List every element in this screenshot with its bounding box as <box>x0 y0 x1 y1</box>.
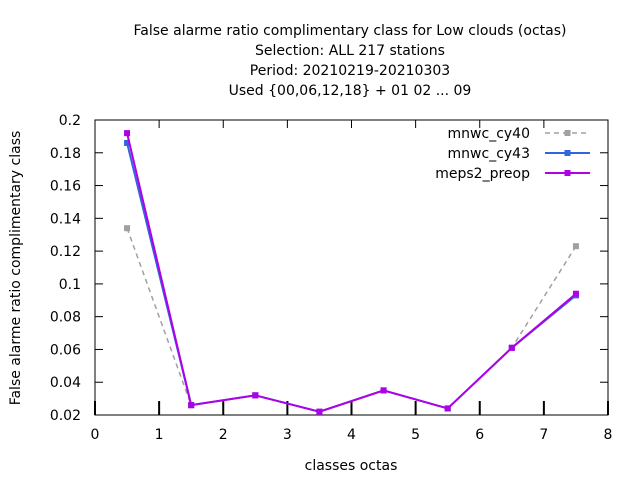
data-point-mnwc_cy40 <box>124 225 131 232</box>
legend-marker-meps2_preop <box>564 170 571 176</box>
legend-label: meps2_preop <box>435 166 530 182</box>
series-line-mnwc_cy43 <box>126 142 577 413</box>
x-tick-label: 3 <box>283 427 292 443</box>
x-tick-label: 7 <box>539 427 548 443</box>
data-point-meps2_preop <box>572 290 579 297</box>
legend-label: mnwc_cy40 <box>448 126 530 142</box>
plot-axes: 0.02 0.04 0.06 0.08 0.1 0.12 0.14 0.16 0.18 0.2 0 1… <box>50 113 613 443</box>
data-point-meps2_preop <box>316 408 323 415</box>
legend: mnwc_cy40 mnwc_cy43 meps2_preop <box>435 126 590 182</box>
y-tick-label: 0.12 <box>50 244 81 260</box>
data-point-meps2_preop <box>124 130 131 137</box>
x-tick-label: 8 <box>604 427 613 443</box>
y-tick-label: 0.06 <box>50 342 81 358</box>
legend-marker-mnwc_cy40 <box>564 130 571 136</box>
legend-marker-mnwc_cy43 <box>564 150 571 156</box>
x-tick-label: 6 <box>475 427 484 443</box>
title-line: Selection: ALL 217 stations <box>255 43 445 59</box>
y-tick-label: 0.16 <box>50 179 81 195</box>
plot-frame <box>94 119 609 416</box>
y-tick-label: 0.04 <box>50 375 81 391</box>
y-tick-label: 0.08 <box>50 310 81 326</box>
x-axis-label: classes octas <box>305 458 398 474</box>
series-line-meps2_preop <box>126 132 577 413</box>
data-point-meps2_preop <box>508 344 515 351</box>
x-tick-label: 5 <box>411 427 420 443</box>
data-point-mnwc_cy40 <box>572 243 579 250</box>
y-tick-label: 0.18 <box>50 146 81 162</box>
data-point-meps2_preop <box>252 392 259 399</box>
title-line: False alarme ratio complimentary class f… <box>134 23 567 39</box>
data-point-meps2_preop <box>444 405 451 412</box>
y-tick-label: 0.1 <box>59 277 81 293</box>
chart-title: False alarme ratio complimentary class f… <box>134 23 567 99</box>
x-tick-label: 0 <box>91 427 100 443</box>
plot-series <box>124 130 579 415</box>
title-line: Used {00,06,12,18} + 01 02 ... 09 <box>229 83 472 99</box>
x-tick-label: 2 <box>219 427 228 443</box>
y-tick-label: 0.02 <box>50 408 81 424</box>
title-line: Period: 20210219-20210303 <box>250 63 450 79</box>
y-tick-label: 0.2 <box>59 113 81 129</box>
y-tick-label: 0.14 <box>50 211 81 227</box>
data-point-meps2_preop <box>380 387 387 394</box>
series-line-mnwc_cy40 <box>126 227 577 413</box>
data-point-meps2_preop <box>188 402 195 409</box>
y-axis-label: False alarme ratio complimentary class <box>8 131 24 406</box>
x-tick-label: 4 <box>347 427 356 443</box>
x-tick-label: 1 <box>155 427 164 443</box>
legend-label: mnwc_cy43 <box>448 146 530 162</box>
data-point-mnwc_cy43 <box>124 139 131 146</box>
